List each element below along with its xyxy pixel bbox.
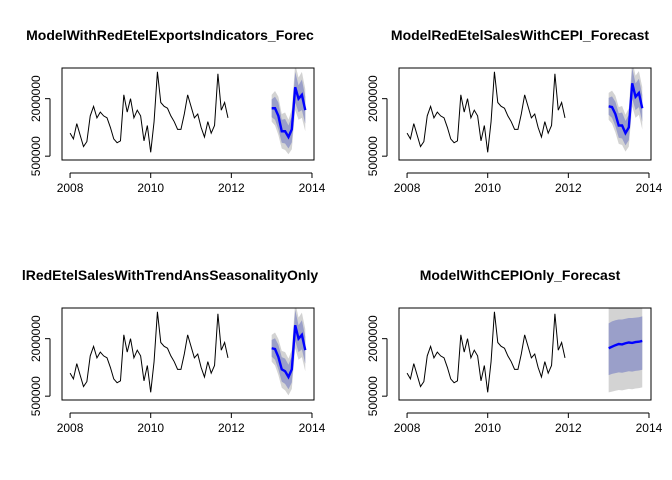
history-series-line — [69, 71, 229, 153]
chart-panel-2: ModelRedEtelSalesWithCEPI_Forecast 2008 2… — [366, 27, 663, 195]
x-tick-label: 2010 — [474, 421, 501, 435]
y-tick-label: 500000 — [29, 376, 43, 416]
chart-title: ModelWithCEPIOnly_Forecast — [420, 267, 621, 283]
y-tick-label: 2000000 — [29, 315, 43, 362]
x-tick-label: 2014 — [636, 181, 663, 195]
x-tick-label: 2008 — [57, 181, 84, 195]
x-tick-label: 2012 — [218, 181, 245, 195]
plot-frame — [398, 307, 652, 401]
x-tick-label: 2014 — [636, 421, 663, 435]
chart-panel-4: ModelWithCEPIOnly_Forecast 2008 2010 2012 2… — [366, 267, 663, 435]
y-tick-label: 2000000 — [366, 315, 380, 362]
forecast-series-line — [608, 83, 644, 136]
forecast-series-line — [608, 339, 643, 350]
y-tick-label: 2000000 — [366, 75, 380, 122]
y-tick-label: 500000 — [366, 376, 380, 416]
plot-frame — [398, 67, 652, 161]
prediction-interval-80 — [608, 316, 643, 376]
chart-title: ModelWithRedEtelExportsIndicators_Forec — [26, 27, 314, 43]
y-tick-label: 2000000 — [29, 75, 43, 122]
x-tick-label: 2012 — [555, 421, 582, 435]
x-tick-label: 2014 — [299, 181, 326, 195]
forecast-series-line — [271, 86, 307, 140]
x-tick-label: 2008 — [57, 421, 84, 435]
x-tick-label: 2012 — [555, 181, 582, 195]
x-tick-label: 2010 — [137, 421, 164, 435]
history-series-line — [69, 311, 229, 393]
history-series-line — [406, 311, 566, 393]
x-tick-label: 2014 — [299, 421, 326, 435]
chart-panel-3: lRedEtelSalesWithTrendAnsSeasonalityOnly… — [22, 267, 326, 435]
chart-title: lRedEtelSalesWithTrendAnsSeasonalityOnly — [22, 267, 319, 283]
x-tick-label: 2010 — [474, 181, 501, 195]
chart-title: ModelRedEtelSalesWithCEPI_Forecast — [391, 27, 650, 43]
forecast-series-line — [271, 324, 307, 380]
x-tick-label: 2008 — [394, 421, 421, 435]
x-tick-label: 2010 — [137, 181, 164, 195]
plot-frame — [61, 67, 315, 161]
x-tick-label: 2012 — [218, 421, 245, 435]
plot-frame — [61, 307, 315, 401]
history-series-line — [406, 71, 566, 153]
y-tick-label: 500000 — [366, 136, 380, 176]
chart-panel-1: ModelWithRedEtelExportsIndicators_Forec … — [26, 27, 326, 195]
x-tick-label: 2008 — [394, 181, 421, 195]
y-tick-label: 500000 — [29, 136, 43, 176]
